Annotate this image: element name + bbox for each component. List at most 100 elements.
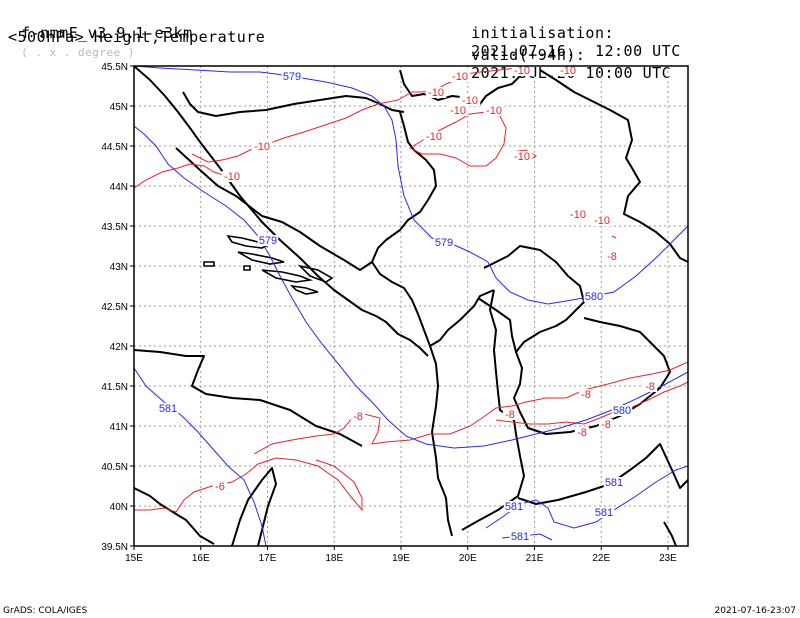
height-contour-label: 581 (605, 477, 623, 489)
temperature-contour-label-background (251, 141, 273, 152)
island-hvar (237, 251, 285, 265)
height-contour-label-background (593, 507, 615, 518)
temperature-contour-label: -8 (581, 389, 591, 401)
lat-tick-label: 42N (110, 342, 128, 353)
temperature-contour-label: -10 (462, 95, 478, 107)
height-contour-label-background (583, 291, 605, 302)
kosovo-border (477, 245, 585, 353)
temperature-contour-label-background (423, 131, 445, 142)
adriatic-coast-north (134, 66, 429, 357)
temperature-contour-label: -8 (645, 381, 655, 393)
height-contour-label: 579 (283, 71, 301, 83)
temperature-contour-label-background (557, 65, 579, 76)
height-contour-label: 580 (613, 405, 631, 417)
lat-tick-label: 45.5N (101, 62, 128, 73)
lat-tick-label: 44.5N (101, 142, 128, 153)
lat-lon-grid (134, 66, 688, 546)
lat-tick-label: 45N (110, 102, 128, 113)
footer-timestamp: 2021-07-16-23:07 (714, 606, 797, 616)
island-mljet (289, 284, 319, 295)
height-contour-label: 580 (585, 291, 603, 303)
lat-tick-label: 43.5N (101, 222, 128, 233)
temperature-contour-label: -10 (560, 65, 576, 77)
lon-tick-label: 15E (125, 553, 143, 564)
temperature-contour-label: -10 (594, 215, 610, 227)
temperature-contour-label-background (449, 71, 471, 82)
height-contour-label: 581 (511, 531, 529, 543)
island-peljesac (297, 264, 334, 283)
temperature-contour-label-background (511, 65, 533, 76)
italy-coast-heel (134, 349, 363, 447)
lon-tick-label: 20E (459, 553, 477, 564)
height-contour-label: 581 (159, 403, 177, 415)
lon-tick-label: 21E (526, 553, 544, 564)
temperature-contour-label: -10 (428, 87, 444, 99)
height-contour-label: 581 (595, 507, 613, 519)
projection-note: ( . x . degree ) (21, 46, 136, 59)
temperature-contour-label: -10 (224, 171, 240, 183)
temperature-contour-label-background (350, 411, 366, 422)
temperature-contours (134, 67, 688, 513)
dalmatian-islands (203, 234, 334, 295)
serbia-east-border (539, 69, 688, 263)
temperature-contour-label-background (212, 481, 228, 492)
height-contour-label-background (433, 237, 455, 248)
temp-contour-southwest (134, 457, 363, 513)
height-contour-label-background (509, 531, 531, 542)
temperature-contour-label-background (221, 171, 243, 182)
temp-contour-cell (408, 111, 507, 167)
temperature-contour-label-background (567, 209, 589, 220)
temperature-contour-label: -10 (514, 65, 530, 77)
lat-tick-label: 39.5N (101, 542, 128, 553)
italy-gulf-coast (134, 487, 215, 545)
lon-tick-label: 17E (259, 553, 277, 564)
temperature-contour-label-background (574, 427, 590, 438)
island-korcula (261, 269, 314, 283)
temperature-contour-label: -8 (601, 419, 611, 431)
temp-contour-dot (611, 235, 617, 239)
field-title: <500hPa> Height,Temperature (8, 28, 266, 46)
temperature-contour-label: -8 (505, 409, 515, 421)
temperature-contour-label: -10 (426, 131, 442, 143)
temperature-contour-label: -10 (450, 105, 466, 117)
axis-tick-labels: 15E 16E 17E 18E 19E 20E 21E 22E 23E 45.5N 45N 44.5N… (101, 62, 677, 564)
greece-coast-south (663, 521, 677, 546)
temperature-contour-label-background (642, 381, 658, 392)
lat-tick-label: 44N (110, 182, 128, 193)
footer-credit: GrADS: COLA/IGES (3, 606, 88, 616)
height-contour-label-background (257, 235, 279, 246)
init-time: initialisation: 2021.07.16. 12:00 UTC (452, 6, 681, 60)
temperature-contour-label: -10 (570, 209, 586, 221)
albania-border (429, 345, 453, 537)
temperature-contour-label: -8 (607, 251, 617, 263)
temperature-contour-label: -6 (215, 481, 225, 493)
lat-tick-label: 41N (110, 422, 128, 433)
init-label: initialisation: (471, 24, 615, 42)
temp-contour-south (253, 361, 688, 455)
model-title: f-nmmE_v3.9.1-e3km ( . x . degree ) (2, 6, 193, 60)
height-contour-label: 581 (505, 501, 523, 513)
temperature-contour-label-background (425, 87, 447, 98)
temperature-contour-label-background (511, 151, 533, 162)
bosnia-border (175, 111, 437, 271)
height-contour-label-background (611, 405, 633, 416)
lat-tick-label: 42.5N (101, 302, 128, 313)
lon-tick-label: 22E (592, 553, 610, 564)
height-contour-label-background (503, 501, 525, 512)
temperature-contour-label-background (459, 95, 481, 106)
height-contour-label-background (603, 477, 625, 488)
greece-border (517, 443, 688, 505)
lat-tick-label: 40N (110, 502, 128, 513)
temperature-contour-label: -10 (254, 141, 270, 153)
height-contour-label-background (157, 403, 179, 414)
temperature-contour-label-background (598, 419, 614, 430)
temperature-contour-label: -8 (577, 427, 587, 439)
north-macedonia-border (513, 317, 671, 435)
temperature-contour-label: -10 (486, 105, 502, 117)
montenegro-border (371, 261, 495, 347)
contour-labels: -10-10 -10 -10-10-10-10-10-10-10-10-10 -10-… (157, 65, 658, 543)
lat-tick-label: 40.5N (101, 462, 128, 473)
init-value: 2021.07.16. 12:00 UTC (471, 42, 681, 60)
model-name: f-nmmE_v3.9.1-e3km (21, 24, 193, 42)
